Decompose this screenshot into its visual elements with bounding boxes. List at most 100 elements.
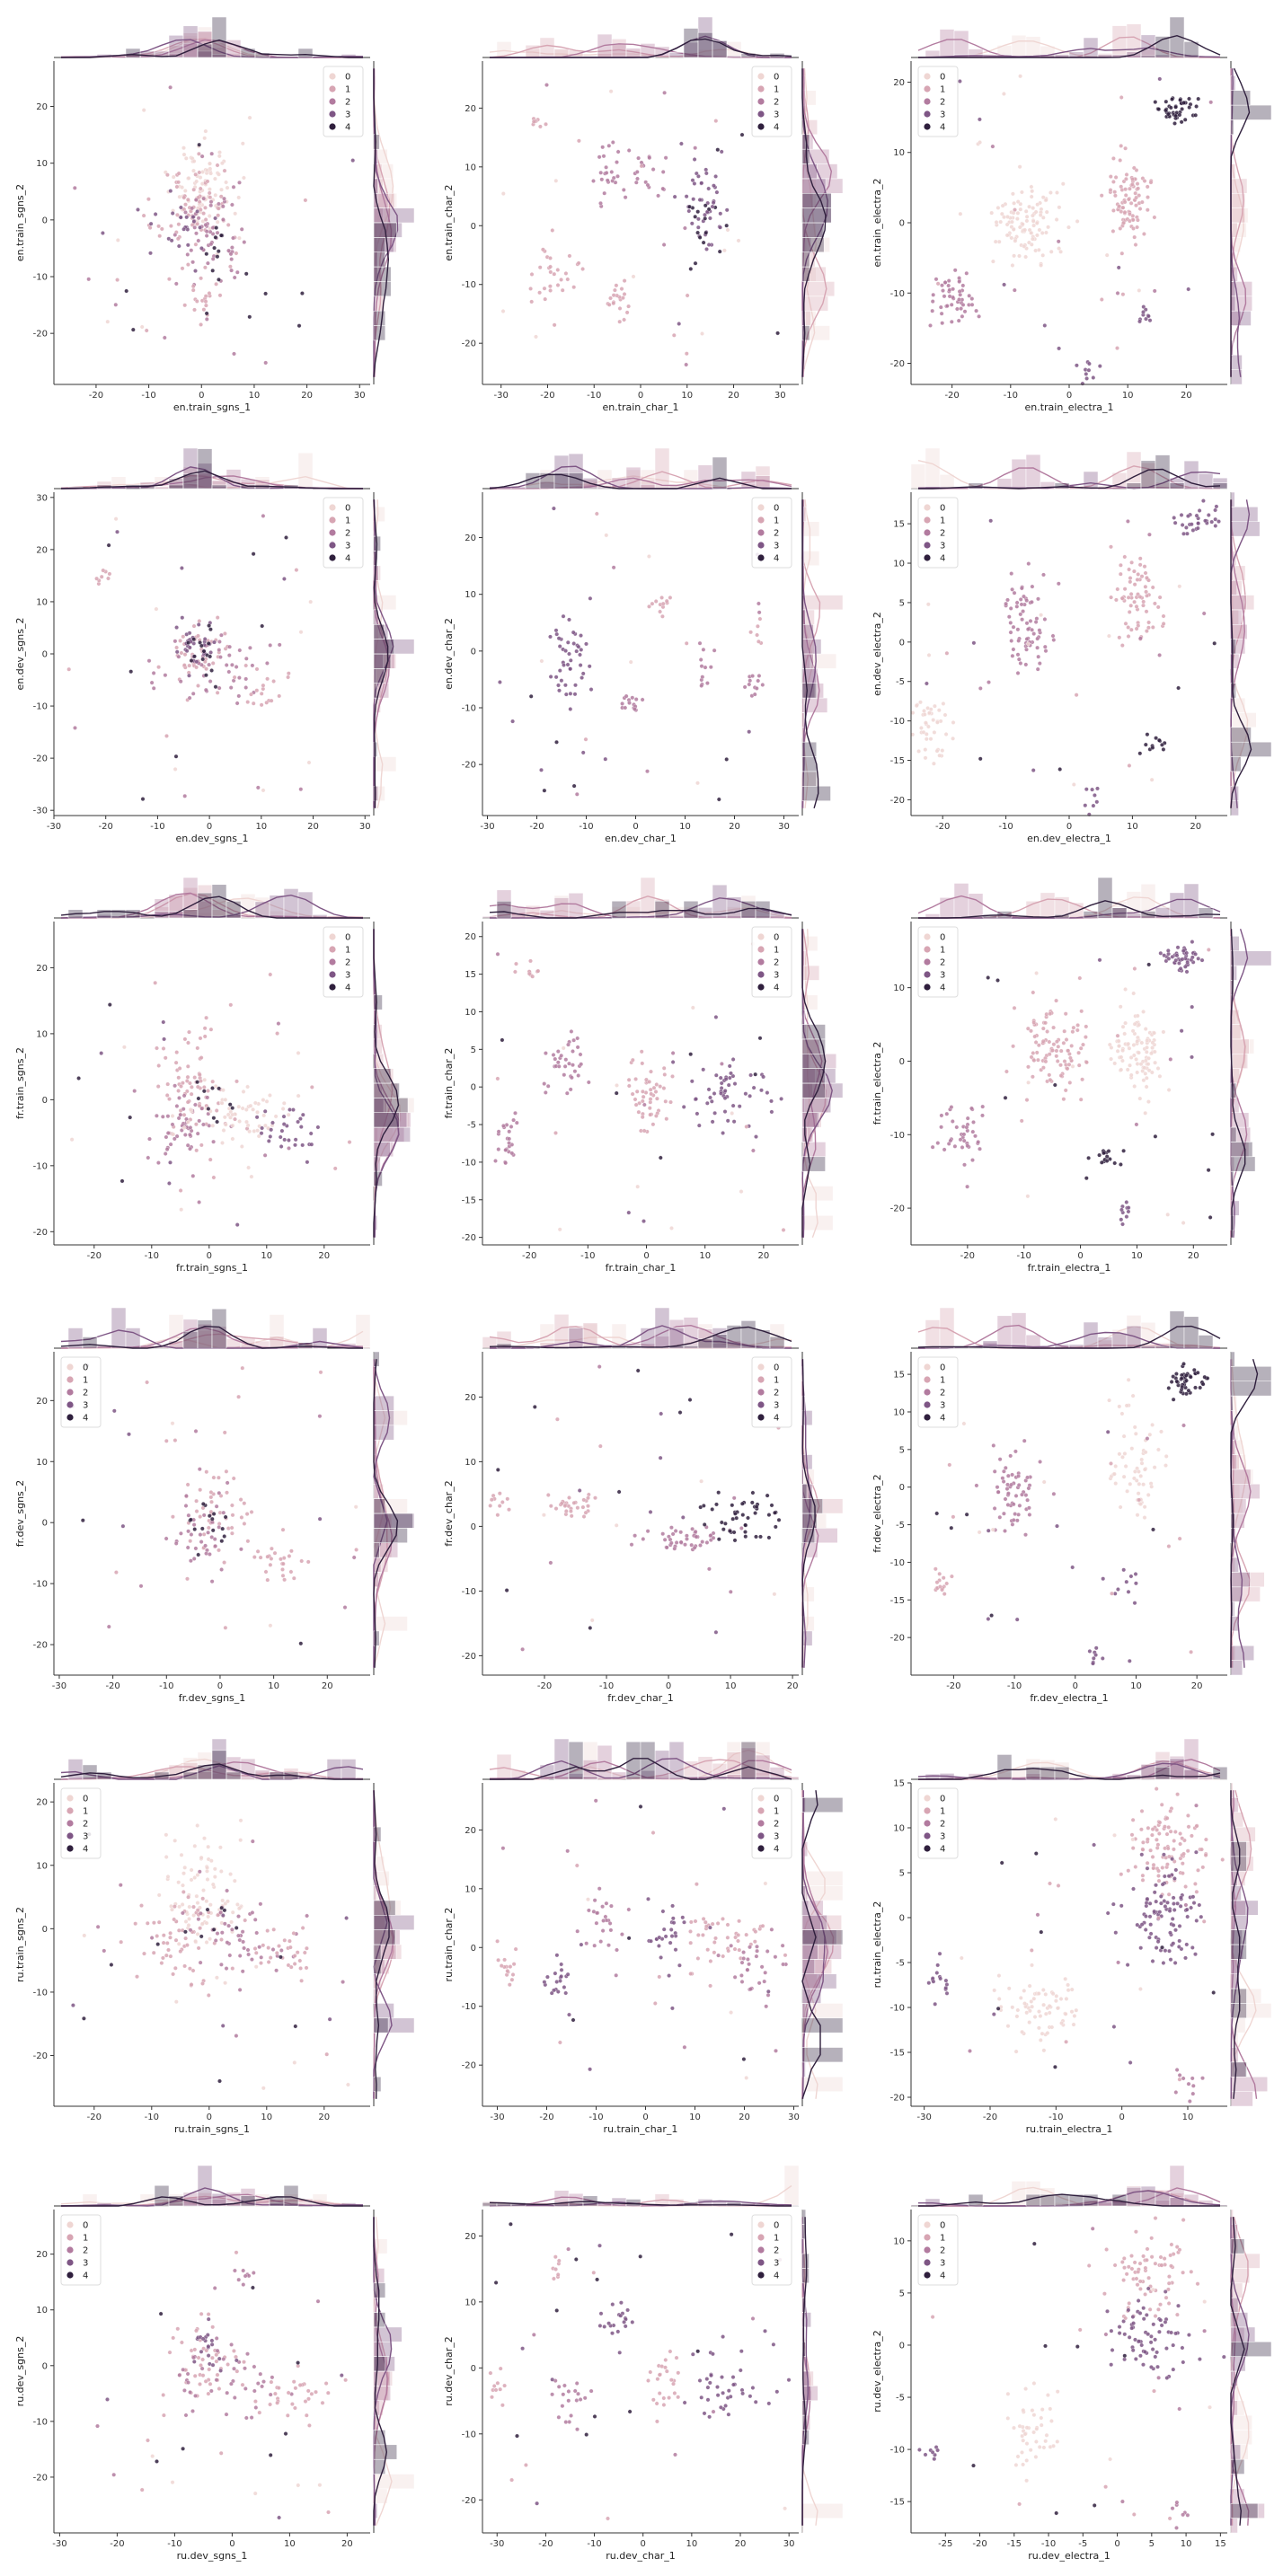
y-axis-label: fr.dev_sgns_2 — [14, 1480, 26, 1548]
scatter-point — [232, 675, 237, 680]
scatter-point — [1177, 112, 1182, 118]
legend-label: 3 — [83, 1401, 88, 1411]
y-tick-label: 20 — [36, 545, 48, 555]
scatter-point — [1122, 1031, 1128, 1037]
scatter-point — [353, 1504, 358, 1510]
scatter-point — [196, 1096, 201, 1101]
scatter-point — [1079, 1009, 1084, 1014]
legend-marker — [924, 516, 931, 524]
scatter-point — [571, 630, 576, 635]
marginal-x-bar — [1111, 1333, 1128, 1349]
scatter-point — [1008, 606, 1013, 611]
scatter-point — [1201, 611, 1207, 616]
scatter-point — [164, 1832, 169, 1838]
scatter-point — [1116, 1038, 1121, 1044]
scatter-point — [184, 1494, 189, 1498]
x-tick-label: 20 — [301, 391, 313, 401]
x-tick-label: -30 — [480, 822, 494, 832]
scatter-point — [308, 1131, 314, 1136]
y-tick-label: 10 — [893, 148, 905, 158]
scatter-point — [1128, 212, 1132, 216]
scatter-point — [754, 1504, 759, 1509]
scatter-point — [1019, 1118, 1024, 1124]
marginal-y-bar — [1230, 1351, 1235, 1367]
scatter-point — [562, 1504, 568, 1508]
scatter-point — [1033, 248, 1038, 253]
y-tick-label: 15 — [893, 520, 905, 530]
scatter-point — [739, 1189, 744, 1194]
scatter-point — [719, 1091, 723, 1096]
scatter-point — [530, 974, 535, 979]
scatter-point — [571, 1500, 577, 1505]
scatter-points — [930, 940, 1215, 1227]
legend-marker — [66, 1401, 74, 1408]
scatter-point — [680, 1915, 686, 1920]
marginal-y-bar — [373, 1944, 382, 1960]
scatter-point — [529, 272, 535, 277]
legend-marker — [329, 946, 336, 953]
scatter-point — [746, 1515, 750, 1521]
scatter-point — [243, 663, 249, 668]
legend-label: 2 — [774, 1389, 779, 1398]
scatter-point — [1040, 215, 1046, 220]
y-tick-label: -20 — [33, 1641, 48, 1651]
scatter-point — [923, 755, 928, 761]
scatter-point — [1134, 604, 1139, 609]
scatter-point — [204, 1469, 209, 1475]
scatter-point — [191, 168, 196, 173]
scatter-point — [553, 628, 559, 633]
legend-marker — [66, 1389, 74, 1396]
scatter-point — [66, 666, 72, 672]
scatter-point — [715, 1921, 721, 1926]
scatter-point — [693, 260, 698, 266]
scatter-point — [567, 2012, 571, 2017]
scatter-point — [559, 1053, 564, 1058]
scatter-point — [1135, 1070, 1140, 1075]
scatter-point — [579, 648, 584, 652]
scatter-point — [192, 225, 198, 230]
scatter-point — [202, 1836, 207, 1841]
scatter-point — [552, 271, 557, 277]
scatter-point — [930, 299, 935, 304]
scatter-point — [1156, 1447, 1161, 1452]
scatter-point — [203, 265, 208, 270]
scatter-point — [218, 233, 224, 238]
scatter-point — [196, 1552, 201, 1557]
scatter-point — [257, 1945, 262, 1950]
marginal-x-histogram — [911, 1307, 1227, 1349]
marginal-y-bar — [801, 178, 827, 194]
scatter-point — [554, 1980, 560, 1984]
legend-marker — [757, 529, 765, 536]
scatter-point — [1043, 198, 1049, 203]
scatter-point — [926, 724, 931, 729]
scatter-point — [268, 1562, 273, 1567]
scatter-point — [989, 1613, 994, 1618]
scatter-point — [957, 289, 962, 294]
marginal-x-bar — [226, 1771, 242, 1780]
scatter-point — [1181, 1221, 1186, 1225]
marginal-x-bar — [182, 1331, 199, 1349]
scatter-point — [1115, 346, 1119, 350]
scatter-point — [1144, 609, 1149, 614]
scatter-point — [761, 1074, 765, 1080]
scatter-point — [187, 673, 191, 678]
scatter-point — [732, 1538, 738, 1543]
scatter-point — [224, 1966, 229, 1971]
scatter-point — [1213, 516, 1218, 522]
scatter-point — [597, 1886, 602, 1892]
x-tick-label: -20 — [89, 391, 103, 401]
scatter-point — [556, 1063, 562, 1069]
scatter-point — [164, 1134, 169, 1140]
scatter-point — [949, 1525, 954, 1531]
scatter-point — [615, 1947, 619, 1953]
scatter-point — [1187, 105, 1192, 110]
scatter-point — [1026, 561, 1031, 566]
scatter-point — [223, 1625, 228, 1630]
scatter-point — [1055, 1059, 1060, 1063]
scatter-point — [573, 683, 578, 688]
scatter-point — [1097, 957, 1102, 963]
scatter-point — [502, 1957, 507, 1963]
scatter-point — [208, 1157, 213, 1162]
scatter-point — [1184, 525, 1189, 530]
